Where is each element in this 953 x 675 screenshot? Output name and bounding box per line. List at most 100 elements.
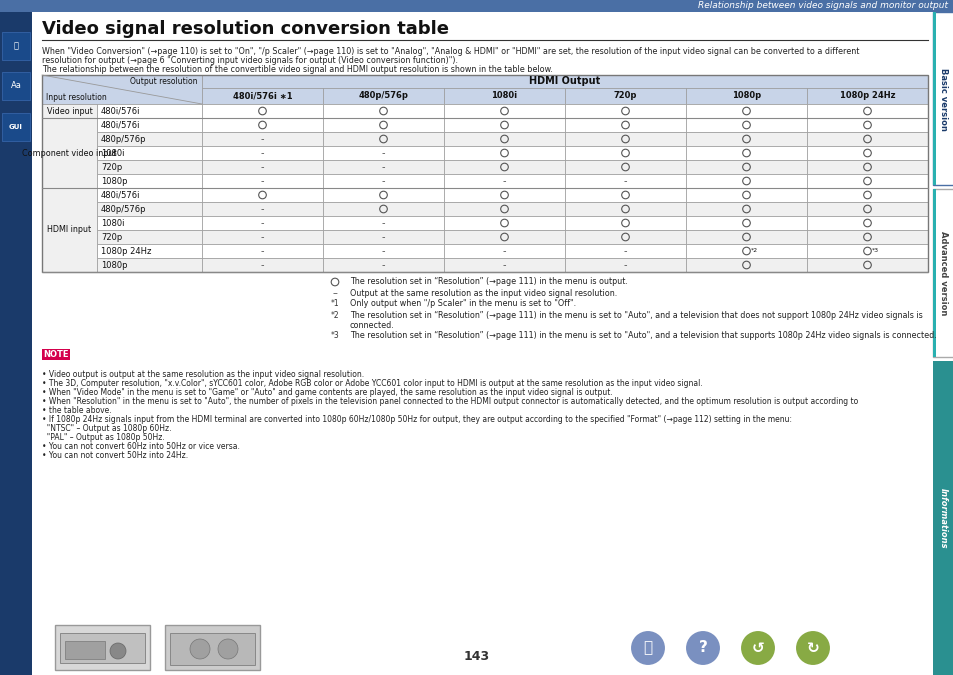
Text: "NTSC" – Output as 1080p 60Hz.: "NTSC" – Output as 1080p 60Hz. bbox=[42, 424, 172, 433]
Bar bbox=[806, 160, 927, 174]
Text: ↻: ↻ bbox=[806, 641, 819, 655]
Text: Input resolution: Input resolution bbox=[46, 93, 107, 102]
Text: When "Video Conversion" (→page 110) is set to "On", "/p Scaler" (→page 110) is s: When "Video Conversion" (→page 110) is s… bbox=[42, 47, 859, 56]
Text: 480i/576i: 480i/576i bbox=[101, 121, 140, 130]
Text: 1080i: 1080i bbox=[101, 148, 125, 157]
Text: -: - bbox=[260, 218, 264, 228]
Text: 143: 143 bbox=[463, 651, 490, 664]
Text: -: - bbox=[623, 260, 626, 270]
Bar bbox=[170, 633, 254, 665]
Bar bbox=[564, 216, 685, 230]
Text: Aa: Aa bbox=[10, 82, 21, 90]
Bar bbox=[202, 174, 323, 188]
Bar bbox=[443, 216, 564, 230]
Bar bbox=[564, 132, 685, 146]
Bar bbox=[806, 258, 927, 272]
Bar bbox=[97, 160, 202, 174]
Bar bbox=[685, 132, 806, 146]
Text: 📖: 📖 bbox=[642, 641, 652, 655]
Bar bbox=[323, 216, 443, 230]
Bar bbox=[932, 189, 953, 357]
Text: -: - bbox=[260, 232, 264, 242]
Bar bbox=[202, 88, 323, 104]
Text: *3: *3 bbox=[331, 331, 339, 340]
Text: 480p/576p: 480p/576p bbox=[101, 205, 147, 213]
Bar bbox=[685, 104, 806, 118]
Bar bbox=[443, 118, 564, 132]
Bar bbox=[685, 118, 806, 132]
Text: -: - bbox=[381, 162, 385, 172]
Text: -: - bbox=[502, 176, 506, 186]
Text: • the table above.: • the table above. bbox=[42, 406, 112, 415]
Bar bbox=[443, 104, 564, 118]
Bar bbox=[323, 160, 443, 174]
Text: 480i/576i: 480i/576i bbox=[101, 107, 140, 115]
Bar bbox=[564, 88, 685, 104]
Bar bbox=[685, 202, 806, 216]
Bar bbox=[202, 188, 323, 202]
Bar bbox=[97, 188, 202, 202]
Bar bbox=[564, 230, 685, 244]
Bar bbox=[0, 12, 32, 675]
Bar bbox=[323, 118, 443, 132]
Bar bbox=[932, 12, 953, 185]
Text: • Video output is output at the same resolution as the input video signal resolu: • Video output is output at the same res… bbox=[42, 370, 364, 379]
Text: The relationship between the resolution of the convertible video signal and HDMI: The relationship between the resolution … bbox=[42, 65, 553, 74]
Text: -: - bbox=[502, 260, 506, 270]
Bar bbox=[806, 118, 927, 132]
Bar bbox=[564, 244, 685, 258]
Bar bbox=[202, 216, 323, 230]
Text: connected.: connected. bbox=[350, 321, 395, 329]
Text: -: - bbox=[260, 134, 264, 144]
Text: Relationship between video signals and monitor output: Relationship between video signals and m… bbox=[698, 1, 947, 11]
Bar bbox=[443, 244, 564, 258]
Bar bbox=[202, 104, 323, 118]
Bar bbox=[42, 349, 70, 360]
Text: -: - bbox=[260, 204, 264, 214]
Text: 720p: 720p bbox=[101, 232, 122, 242]
Text: 480i/576i ∗1: 480i/576i ∗1 bbox=[233, 92, 292, 101]
Bar bbox=[685, 230, 806, 244]
Bar bbox=[443, 132, 564, 146]
Text: -: - bbox=[623, 176, 626, 186]
Text: GUI: GUI bbox=[9, 124, 23, 130]
Bar bbox=[806, 174, 927, 188]
Bar bbox=[323, 188, 443, 202]
Text: 1080p 24Hz: 1080p 24Hz bbox=[101, 246, 152, 256]
Text: 480p/576p: 480p/576p bbox=[101, 134, 147, 144]
Bar bbox=[42, 75, 202, 104]
Text: 1080p: 1080p bbox=[731, 92, 760, 101]
Bar bbox=[685, 188, 806, 202]
Text: Only output when "/p Scaler" in the menu is set to "Off".: Only output when "/p Scaler" in the menu… bbox=[350, 300, 576, 308]
Text: Video signal resolution conversion table: Video signal resolution conversion table bbox=[42, 20, 449, 38]
Bar bbox=[97, 118, 202, 132]
Bar bbox=[443, 146, 564, 160]
Bar bbox=[97, 104, 202, 118]
Text: -: - bbox=[381, 148, 385, 158]
Circle shape bbox=[629, 630, 665, 666]
Text: The resolution set in “Resolution” (→page 111) in the menu is output.: The resolution set in “Resolution” (→pag… bbox=[350, 277, 627, 286]
Circle shape bbox=[684, 630, 720, 666]
Bar bbox=[165, 625, 260, 670]
Circle shape bbox=[190, 639, 210, 659]
Bar bbox=[323, 104, 443, 118]
Bar bbox=[97, 230, 202, 244]
Bar bbox=[806, 216, 927, 230]
Bar bbox=[564, 160, 685, 174]
Bar bbox=[443, 258, 564, 272]
Bar bbox=[202, 230, 323, 244]
Bar bbox=[97, 216, 202, 230]
Bar bbox=[323, 174, 443, 188]
Text: 480p/576p: 480p/576p bbox=[358, 92, 408, 101]
Bar bbox=[685, 258, 806, 272]
Bar bbox=[323, 202, 443, 216]
Bar bbox=[2, 32, 30, 60]
Text: 1080p 24Hz: 1080p 24Hz bbox=[839, 92, 894, 101]
Text: HDMI Output: HDMI Output bbox=[529, 76, 600, 86]
Text: Output at the same resolution as the input video signal resolution.: Output at the same resolution as the inp… bbox=[350, 288, 617, 298]
Text: 1080i: 1080i bbox=[491, 92, 517, 101]
Text: -: - bbox=[381, 260, 385, 270]
Bar bbox=[97, 146, 202, 160]
Bar bbox=[323, 88, 443, 104]
Bar bbox=[323, 244, 443, 258]
